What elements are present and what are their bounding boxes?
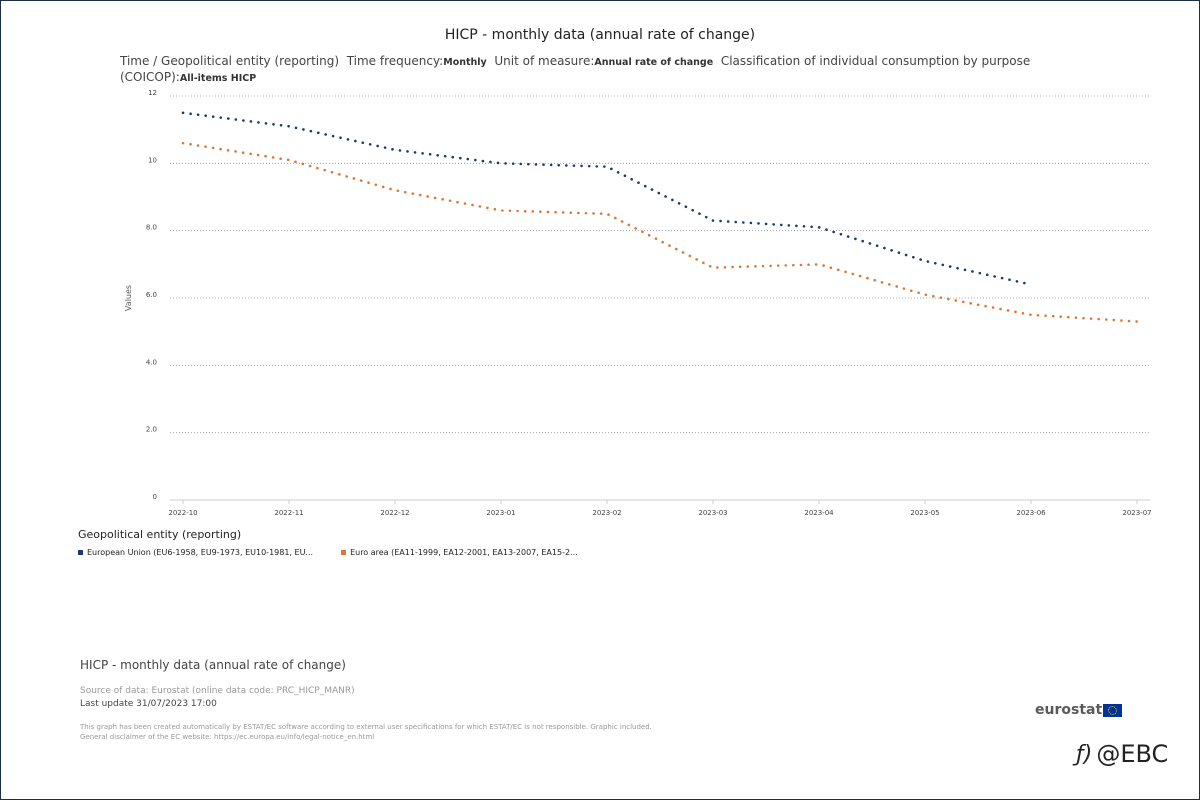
legend-item-ea[interactable]: Euro area (EA11-1999, EA12-2001, EA13-20… <box>341 548 578 557</box>
x-tick-label: 2023-07 <box>1122 509 1151 517</box>
grid-lines <box>170 95 1150 501</box>
y-axis-ticks: 0 2.0 4.0 6.0 8.0 10 12 <box>146 89 157 501</box>
x-tick-label: 2022-12 <box>380 509 409 517</box>
dim-frequency-label: Time frequency: <box>346 54 444 68</box>
x-tick-label: 2023-03 <box>698 509 727 517</box>
eu-flag-icon <box>1103 703 1123 717</box>
legend-label-ea: Euro area (EA11-1999, EA12-2001, EA13-20… <box>350 548 578 557</box>
x-tick-label: 2023-04 <box>804 509 834 517</box>
series-line-ea <box>181 141 1139 323</box>
y-tick-label: 12 <box>148 89 157 97</box>
legend: European Union (EU6-1958, EU9-1973, EU10… <box>78 548 578 557</box>
y-tick-label: 8.0 <box>146 224 157 232</box>
y-axis-label: Values <box>124 285 133 311</box>
footer-last-update: Last update 31/07/2023 17:00 <box>80 699 217 709</box>
dim-unit-value: Annual rate of change <box>594 57 714 68</box>
chart-series <box>181 111 1139 323</box>
ebc-watermark-text: @EBC <box>1096 740 1169 768</box>
y-tick-label: 10 <box>148 156 157 164</box>
x-tick-label: 2023-02 <box>592 509 621 517</box>
x-tick-label: 2023-06 <box>1016 509 1046 517</box>
y-tick-label: 6.0 <box>146 291 157 299</box>
x-tick-label: 2023-01 <box>486 509 515 517</box>
chart-subtitle: Time / Geopolitical entity (reporting) T… <box>120 54 1080 86</box>
dim-time-geo: Time / Geopolitical entity (reporting) <box>120 54 340 68</box>
legend-label-eu: European Union (EU6-1958, EU9-1973, EU10… <box>87 548 314 557</box>
chart-title: HICP - monthly data (annual rate of chan… <box>444 27 756 43</box>
x-tick-label: 2022-11 <box>274 509 303 517</box>
y-tick-label: 0 <box>153 493 157 501</box>
dim-frequency-value: Monthly <box>443 57 487 68</box>
eurostat-wordmark: eurostat <box>1035 702 1103 718</box>
footer-title: HICP - monthly data (annual rate of chan… <box>80 658 346 672</box>
x-tick-label: 2022-10 <box>168 509 197 517</box>
eurostat-logo: eurostat <box>1035 702 1123 718</box>
y-tick-label: 2.0 <box>146 426 157 434</box>
ebc-logo-icon: ƒ) <box>1076 741 1093 767</box>
footer-note-legal: General disclaimer of the EC website: ht… <box>80 733 375 741</box>
dim-coicop-label: Classification of individual consumption… <box>120 54 1031 84</box>
footer-source: Source of data: Eurostat (online data co… <box>80 686 355 696</box>
legend-item-eu[interactable]: European Union (EU6-1958, EU9-1973, EU10… <box>78 548 313 557</box>
y-tick-label: 4.0 <box>146 358 157 366</box>
legend-swatch-eu <box>78 550 83 555</box>
footer-notes: This graph has been created automaticall… <box>80 722 652 742</box>
ebc-watermark: ƒ) @EBC <box>1076 740 1168 768</box>
legend-title: Geopolitical entity (reporting) <box>78 528 242 541</box>
dim-coicop-value: All-items HICP <box>179 73 257 84</box>
x-tick-label: 2023-05 <box>910 509 939 517</box>
series-line-eu <box>181 111 1033 286</box>
footer-note-disclaimer: This graph has been created automaticall… <box>80 723 652 731</box>
x-axis-ticks: 2022-10 2022-11 2022-12 2023-01 2023-02 2023-… <box>168 500 1152 517</box>
legend-swatch-ea <box>341 550 347 555</box>
dim-unit-label: Unit of measure: <box>494 54 595 68</box>
